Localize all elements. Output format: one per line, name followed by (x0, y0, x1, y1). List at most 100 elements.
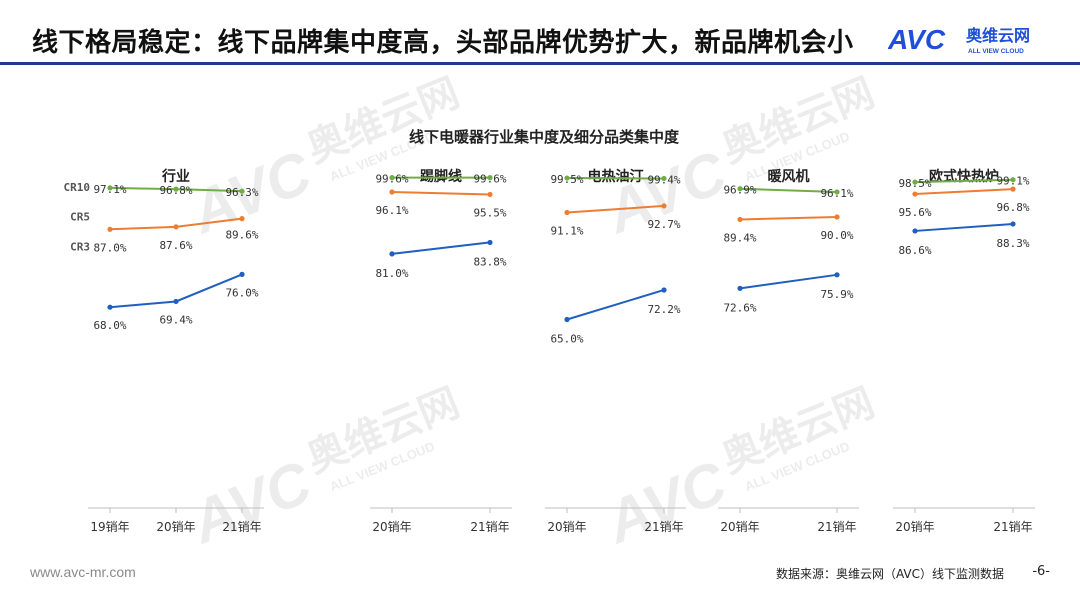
data-point-cr5 (173, 224, 179, 230)
data-point-cr5 (389, 189, 395, 195)
data-label-cr3: 72.2% (647, 303, 680, 316)
data-label-cr5: 89.4% (723, 231, 756, 244)
chart-title: 线下电暖器行业集中度及细分品类集中度 (409, 128, 680, 146)
series-line-cr3 (739, 273, 838, 290)
data-point-cr5 (912, 191, 918, 197)
data-point-cr3 (1010, 221, 1016, 227)
series-line-cr3 (566, 289, 665, 321)
panel-title: 电热油汀 (588, 168, 644, 185)
data-point-cr3 (564, 316, 570, 323)
data-label-cr10: 97.1% (93, 183, 126, 196)
x-tick-label: 20销年 (720, 520, 759, 534)
data-label-cr10: 99.4% (647, 173, 680, 186)
data-point-cr3 (912, 228, 918, 234)
data-point-cr3 (239, 271, 245, 277)
data-label-cr10: 99.1% (996, 175, 1029, 188)
data-label-cr5: 89.6% (225, 229, 258, 242)
data-point-cr10 (912, 179, 918, 185)
watermark-mark: AVC (180, 448, 322, 557)
footer-url[interactable]: www.avc-mr.com (30, 564, 136, 580)
data-label-cr3: 65.0% (550, 333, 583, 346)
data-label-cr3: 81.0% (375, 267, 408, 280)
series-line-cr5 (914, 188, 1014, 196)
x-tick-label: 19销年 (90, 520, 129, 534)
x-tick-label: 20销年 (372, 520, 411, 534)
data-point-cr5 (239, 216, 245, 222)
series-label-cr10: CR10 (64, 181, 91, 194)
panel-title: 行业 (161, 168, 190, 185)
header-rule (0, 62, 1080, 65)
data-point-cr5 (737, 216, 743, 223)
avc-logo: AVC 奥维云网 ALL VIEW CLOUD (888, 24, 1030, 55)
slide-title: 线下格局稳定：线下品牌集中度高，头部品牌优势扩大，新品牌机会小 (32, 28, 854, 58)
data-label-cr10: 96.3% (225, 186, 258, 199)
data-label-cr5: 87.0% (93, 241, 126, 254)
logo-tagline: ALL VIEW CLOUD (968, 48, 1024, 55)
page-number: -6- (1032, 564, 1050, 579)
data-label-cr5: 96.1% (375, 204, 408, 217)
data-label-cr3: 88.3% (996, 237, 1029, 250)
data-point-cr3 (661, 287, 667, 293)
panel-1: 行业 19销年 20销年 21销年 97.1% 96.8% 96.3% 87.0% 87.6% 8… (88, 168, 264, 534)
data-label-cr3: 75.9% (820, 288, 853, 301)
data-label-cr5: 92.7% (647, 218, 680, 231)
x-tick-label: 21销年 (993, 520, 1032, 534)
x-tick-label: 21销年 (222, 520, 261, 534)
panel-title: 暖风机 (768, 168, 810, 185)
x-tick-label: 21销年 (644, 520, 683, 534)
data-point-cr3 (737, 285, 743, 291)
data-point-cr3 (389, 251, 395, 257)
panel-title: 踢脚线 (420, 168, 462, 185)
series-line-cr10 (914, 178, 1014, 184)
series-label-cr5: CR5 (70, 211, 90, 224)
chart-panels: 行业 19销年 20销年 21销年 97.1% 96.8% 96.3% 87.0% 87.6% 8… (88, 168, 1035, 534)
x-tick-label: 20销年 (895, 520, 934, 534)
series-label-cr3: CR3 (70, 241, 90, 254)
series-line-cr3 (914, 222, 1014, 232)
logo-mark: AVC (888, 24, 946, 55)
data-label-cr5: 95.6% (898, 206, 931, 219)
data-label-cr10: 98.5% (898, 177, 931, 190)
x-tick-label: 20销年 (156, 520, 195, 534)
x-tick-label: 20销年 (547, 520, 586, 534)
data-point-cr3 (487, 239, 493, 246)
data-label-cr5: 91.1% (550, 224, 583, 237)
data-point-cr5 (834, 214, 840, 220)
data-label-cr10: 96.9% (723, 184, 756, 197)
data-label-cr3: 76.0% (225, 286, 258, 299)
series-line-cr10 (739, 187, 838, 193)
data-label-cr10: 99.6% (473, 173, 506, 186)
data-point-cr3 (834, 272, 840, 278)
series-line-cr5 (566, 204, 665, 214)
data-point-cr5 (487, 191, 493, 198)
data-label-cr5: 87.6% (159, 239, 192, 252)
data-point-cr10 (239, 188, 245, 194)
panel-2: 踢脚线 20销年 21销年 99.6% 99.6% 96.1% 95.5% 81.0% 83.8… (370, 168, 512, 534)
data-label-cr10: 99.6% (375, 173, 408, 186)
series-line-cr5 (391, 190, 491, 196)
data-label-cr3: 68.0% (93, 319, 126, 332)
data-label-cr10: 96.8% (159, 184, 192, 197)
data-point-cr3 (107, 304, 113, 310)
data-label-cr3: 83.8% (473, 255, 506, 268)
data-point-cr3 (173, 298, 179, 305)
data-label-cr3: 86.6% (898, 244, 931, 257)
data-label-cr5: 95.5% (473, 206, 506, 219)
data-point-cr10 (173, 186, 179, 192)
data-point-cr5 (564, 209, 570, 216)
data-point-cr10 (661, 175, 667, 182)
data-point-cr10 (487, 175, 493, 181)
series-line-cr3 (391, 241, 491, 255)
logo-brand: 奥维云网 (966, 26, 1030, 45)
data-point-cr10 (564, 175, 570, 181)
data-point-cr10 (737, 186, 743, 192)
panel-4: 暖风机 20销年 21销年 96.9% 96.1% 89.4% 90.0% 72.6% 75.9… (718, 168, 859, 534)
footer-source: 数据来源：奥维云网（AVC）线下监测数据 (775, 567, 1004, 581)
data-label-cr3: 69.4% (159, 313, 192, 326)
data-point-cr10 (389, 175, 395, 181)
x-tick-label: 21销年 (817, 520, 856, 534)
x-tick-label: 21销年 (470, 520, 509, 534)
data-point-cr10 (1010, 177, 1016, 183)
